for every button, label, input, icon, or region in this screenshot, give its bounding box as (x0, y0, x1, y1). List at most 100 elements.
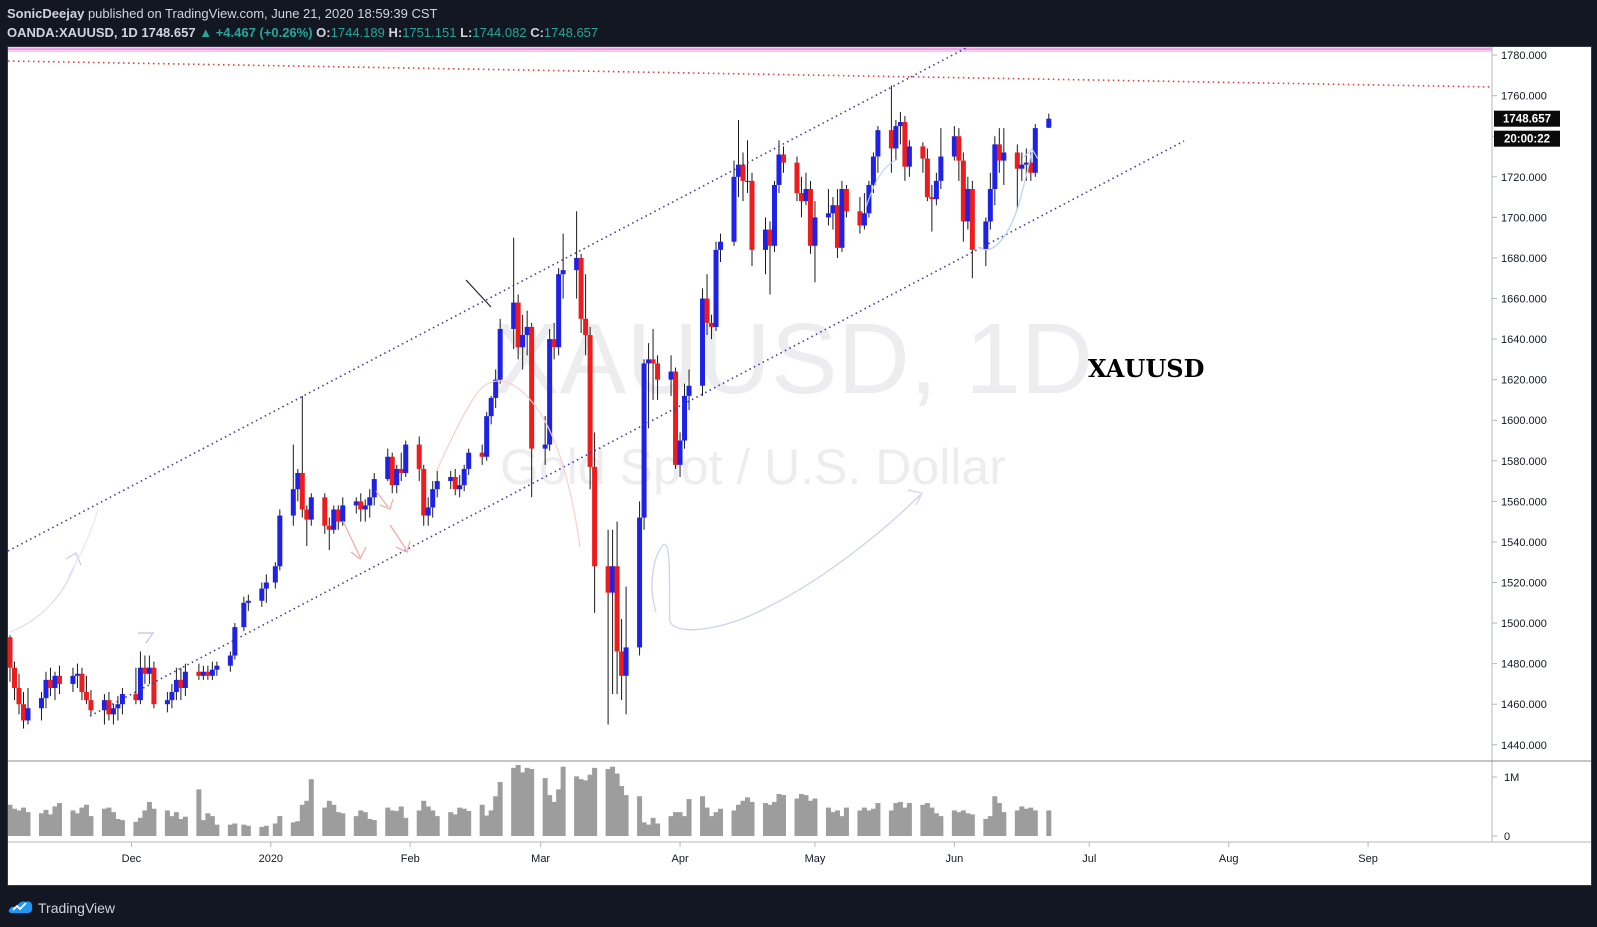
channel-upper-line[interactable] (7, 46, 969, 552)
candle[interactable] (861, 193, 867, 230)
candle[interactable] (592, 432, 598, 613)
candle[interactable] (713, 241, 719, 331)
candle[interactable] (227, 651, 233, 672)
candle[interactable] (578, 253, 584, 334)
candle[interactable] (515, 294, 521, 360)
candle[interactable] (929, 184, 935, 232)
candle[interactable] (704, 274, 710, 336)
candle[interactable] (951, 126, 957, 161)
author-name[interactable]: SonicDeejay (7, 6, 85, 21)
candle[interactable] (655, 355, 661, 400)
candle[interactable] (969, 180, 975, 279)
candle[interactable] (25, 687, 31, 725)
candle[interactable] (466, 448, 472, 475)
candle[interactable] (371, 472, 377, 506)
candle[interactable] (682, 383, 688, 449)
candle[interactable] (983, 217, 989, 267)
candle[interactable] (938, 128, 944, 189)
channel-lower-line[interactable] (89, 140, 1185, 717)
symbol-label[interactable]: OANDA:XAUUSD, 1D (7, 25, 138, 40)
pointer-line[interactable] (465, 279, 492, 308)
candle[interactable] (56, 665, 62, 695)
path-arrow-1-head[interactable] (65, 552, 82, 566)
candle[interactable] (322, 493, 328, 534)
candle[interactable] (209, 661, 215, 680)
candle[interactable] (551, 322, 557, 360)
candle[interactable] (709, 314, 715, 340)
candle[interactable] (115, 696, 121, 721)
candle[interactable] (780, 146, 786, 173)
blue-curve-lower-head[interactable] (1023, 148, 1039, 160)
candle[interactable] (807, 180, 813, 254)
candle[interactable] (11, 661, 17, 701)
candle[interactable] (214, 661, 220, 676)
candle[interactable] (479, 444, 485, 465)
candle[interactable] (560, 233, 566, 299)
candle[interactable] (798, 176, 804, 218)
candle[interactable] (771, 180, 777, 252)
candle[interactable] (762, 217, 768, 275)
candle[interactable] (340, 497, 346, 526)
candle[interactable] (245, 594, 251, 611)
candle[interactable] (79, 667, 85, 701)
candle[interactable] (461, 464, 467, 492)
candle[interactable] (740, 152, 746, 202)
candle[interactable] (430, 481, 436, 518)
candle[interactable] (403, 440, 409, 478)
candle[interactable] (137, 651, 143, 705)
candle[interactable] (902, 115, 908, 181)
candle[interactable] (587, 326, 593, 490)
candle[interactable] (960, 152, 966, 242)
candle[interactable] (987, 172, 993, 230)
candle[interactable] (416, 436, 422, 482)
candle[interactable] (920, 142, 926, 173)
candle[interactable] (825, 188, 831, 226)
candle[interactable] (362, 499, 368, 522)
candle[interactable] (736, 120, 742, 198)
candle[interactable] (1032, 124, 1038, 177)
candle[interactable] (668, 355, 674, 396)
price-chart[interactable]: XAUUSD, 1D Gold Spot / U.S. Dollar (7, 46, 1591, 885)
candle[interactable] (497, 318, 503, 384)
candle[interactable] (1014, 144, 1020, 210)
candle[interactable] (843, 184, 849, 218)
red-arrow-2-head[interactable] (379, 498, 394, 510)
candle[interactable] (614, 521, 620, 695)
candle[interactable] (520, 314, 526, 370)
candle[interactable] (906, 140, 912, 177)
red-arrow-1[interactable] (342, 520, 361, 558)
candle[interactable] (88, 690, 94, 717)
path-arrow-3-head[interactable] (138, 632, 155, 644)
candle[interactable] (299, 395, 305, 518)
blue-squiggle[interactable] (651, 494, 921, 631)
candle[interactable] (20, 692, 26, 729)
path-arrow-2[interactable] (67, 508, 99, 578)
candle[interactable] (398, 452, 404, 482)
candle[interactable] (52, 671, 58, 701)
candle[interactable] (875, 126, 881, 173)
candle[interactable] (619, 619, 625, 701)
candle[interactable] (394, 464, 400, 494)
blue-curve-lower[interactable] (977, 151, 1033, 251)
candle[interactable] (457, 474, 463, 498)
candle[interactable] (70, 667, 76, 693)
candle[interactable] (574, 211, 580, 299)
candle[interactable] (205, 665, 211, 680)
candle[interactable] (295, 468, 301, 502)
candle[interactable] (142, 655, 148, 684)
candle[interactable] (992, 136, 998, 206)
candle[interactable] (767, 221, 773, 295)
tradingview-brand[interactable]: TradingView (38, 900, 116, 916)
candle[interactable] (358, 493, 364, 522)
candle[interactable] (385, 448, 391, 482)
candle[interactable] (353, 497, 359, 514)
candle[interactable] (43, 671, 49, 709)
path-arrow-1[interactable] (9, 556, 79, 633)
candle[interactable] (119, 687, 125, 715)
candle[interactable] (16, 673, 22, 715)
candle[interactable] (164, 692, 170, 713)
candle[interactable] (110, 704, 116, 725)
candle[interactable] (686, 369, 692, 411)
candle[interactable] (367, 489, 373, 518)
candle[interactable] (511, 237, 517, 350)
